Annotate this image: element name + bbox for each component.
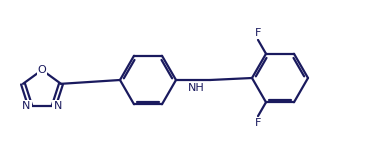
Text: NH: NH [188,83,204,93]
Text: F: F [255,28,261,38]
Text: F: F [255,118,261,128]
Text: N: N [54,101,62,111]
Text: N: N [22,101,31,111]
Text: O: O [38,65,46,75]
